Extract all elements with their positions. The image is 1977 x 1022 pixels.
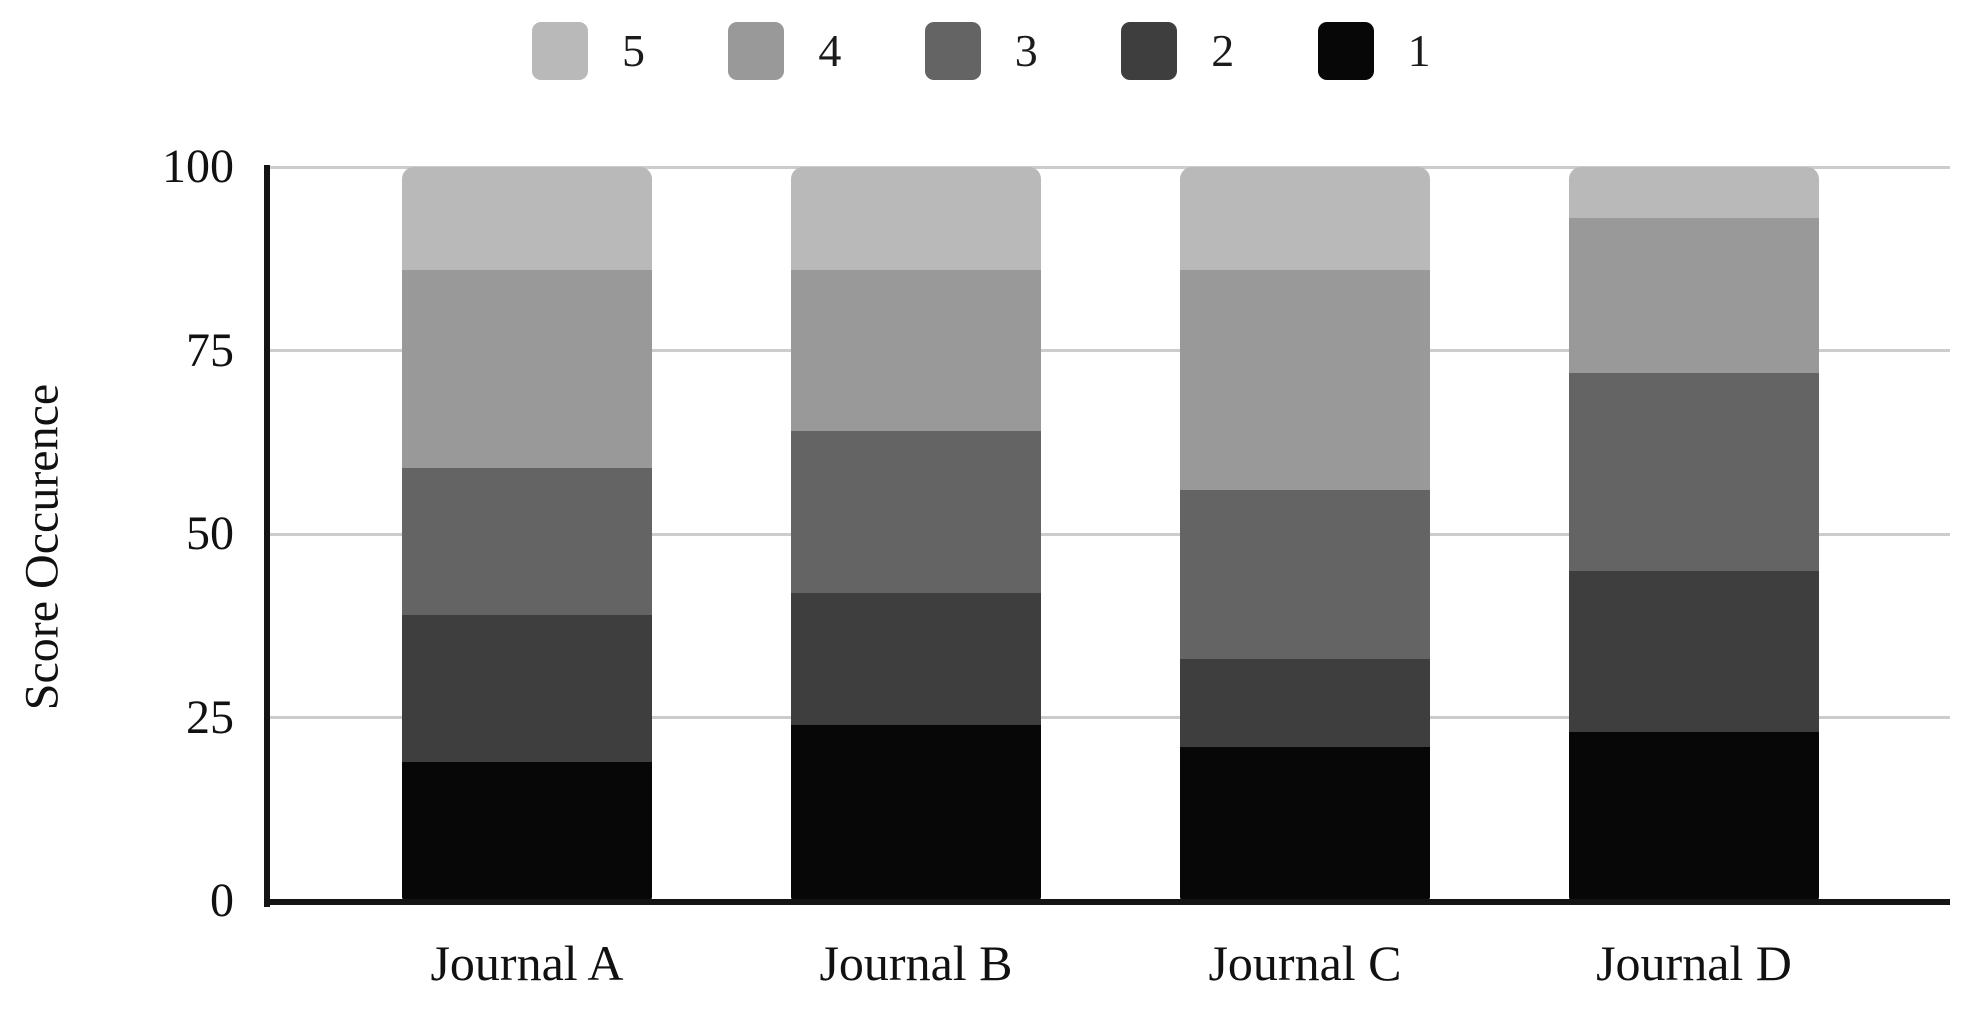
x-axis-label-journal-a: Journal A: [430, 935, 624, 991]
gridline-100: [264, 165, 1950, 169]
legend-label-3: 3: [1014, 25, 1038, 76]
bar-journal-c-segment-4: [1180, 269, 1430, 490]
legend-swatch-3: [924, 22, 981, 80]
bar-journal-b-segment-3: [791, 431, 1041, 593]
y-axis-line: [264, 165, 270, 907]
legend-label-5: 5: [622, 25, 645, 76]
y-tick-label-100: 100: [162, 140, 234, 193]
bar-journal-a-segment-3: [402, 467, 652, 615]
bar-journal-d-segment-3: [1569, 372, 1819, 571]
bar-journal-a-segment-5: [402, 167, 652, 270]
bar-journal-d-segment-5: [1569, 167, 1819, 219]
bar-journal-c-segment-3: [1180, 489, 1430, 659]
legend-label-4: 4: [818, 25, 842, 76]
bar-journal-a: [402, 167, 652, 901]
legend-item-4: 4: [728, 22, 841, 80]
bar-journal-b-segment-4: [791, 269, 1041, 432]
bar-journal-d-segment-2: [1569, 570, 1819, 733]
gridline-75: [264, 349, 1950, 352]
bar-journal-b-segment-2: [791, 592, 1041, 725]
y-tick-label-25: 25: [186, 690, 234, 744]
x-axis-line: [264, 899, 1950, 905]
x-axis-label-journal-d: Journal D: [1596, 935, 1792, 991]
x-axis-label-journal-b: Journal B: [819, 935, 1013, 991]
gridline-25: [264, 716, 1950, 719]
gridline-50: [264, 532, 1950, 536]
y-tick-label-0: 0: [210, 874, 234, 927]
legend-swatch-4: [728, 22, 785, 80]
bar-journal-c-segment-2: [1180, 658, 1430, 747]
bar-journal-a-segment-4: [402, 269, 652, 468]
legend-item-1: 1: [1317, 22, 1431, 80]
legend-swatch-1: [1317, 22, 1374, 80]
legend-item-2: 2: [1121, 22, 1234, 80]
bar-journal-b-segment-1: [791, 724, 1041, 901]
legend-label-2: 2: [1211, 25, 1235, 76]
legend-item-3: 3: [924, 22, 1038, 80]
y-tick-label-50: 50: [186, 507, 234, 560]
bar-journal-c-segment-5: [1180, 167, 1430, 270]
x-axis-label-journal-c: Journal C: [1208, 935, 1402, 991]
bar-journal-a-segment-1: [402, 761, 652, 901]
bar-journal-b-segment-5: [791, 167, 1041, 270]
bar-journal-c-segment-1: [1180, 746, 1430, 901]
bar-journal-c: [1180, 167, 1430, 901]
legend-swatch-2: [1121, 22, 1178, 80]
bar-journal-d-segment-4: [1569, 218, 1819, 373]
bar-journal-d-segment-1: [1569, 732, 1819, 901]
legend-item-5: 5: [532, 22, 645, 80]
y-tick-label-75: 75: [186, 323, 234, 377]
legend-label-1: 1: [1407, 25, 1431, 76]
legend-swatch-5: [532, 22, 588, 80]
bar-journal-a-segment-2: [402, 614, 652, 762]
bar-journal-b: [791, 167, 1041, 901]
bar-journal-d: [1569, 167, 1819, 901]
